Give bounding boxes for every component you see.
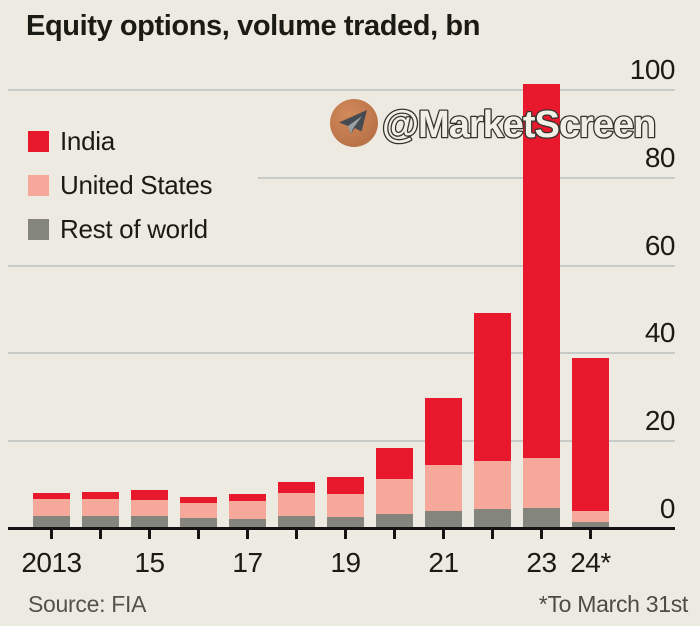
bar-2019 <box>327 477 364 529</box>
x-axis-tick-2015 <box>148 530 151 539</box>
gridline-100 <box>8 89 675 91</box>
x-axis-tick-2017 <box>246 530 249 539</box>
y-axis-label-60: 60 <box>644 229 676 261</box>
bar-2023-segment-india <box>523 84 560 458</box>
bar-2017 <box>229 494 266 529</box>
bar-2013-segment-united-states <box>33 499 70 516</box>
footnote-text: *To March 31st <box>538 591 689 617</box>
x-axis-label-2021: 21 <box>428 547 459 578</box>
bar-2021-segment-rest-of-world <box>425 511 462 529</box>
x-axis-tick-2022 <box>491 530 494 539</box>
x-axis-tick-2013 <box>50 530 53 539</box>
watermark-text: @MarketScreen <box>382 104 655 146</box>
watermark: @MarketScreen <box>330 99 658 147</box>
bar-2024 <box>572 358 609 529</box>
x-axis-label-2017: 17 <box>232 547 263 578</box>
bar-2019-segment-united-states <box>327 494 364 517</box>
bar-2017-segment-india <box>229 494 266 501</box>
telegram-icon <box>330 99 378 147</box>
bar-2024-segment-rest-of-world <box>572 522 609 529</box>
united-states-swatch-icon <box>28 174 49 196</box>
bar-2022 <box>474 313 511 529</box>
bar-2015-segment-united-states <box>131 500 168 516</box>
india-swatch-icon <box>28 130 49 152</box>
bar-2020-segment-united-states <box>376 479 413 514</box>
bar-2022-segment-rest-of-world <box>474 509 511 529</box>
y-axis-label-0: 0 <box>659 493 676 524</box>
bar-2021-segment-united-states <box>425 465 462 511</box>
legend-label-india: India <box>60 125 115 156</box>
x-axis-tick-2014 <box>99 530 102 539</box>
x-axis-tick-2019 <box>344 530 347 539</box>
x-axis-tick-2020 <box>393 530 396 539</box>
legend-label-rest-of-world: Rest of world <box>60 213 208 244</box>
bar-2023-segment-rest-of-world <box>523 508 560 529</box>
x-axis-tick-2021 <box>442 530 445 539</box>
chart-title: Equity options, volume traded, bn <box>26 10 481 42</box>
bar-2022-segment-india <box>474 313 511 461</box>
legend-label-united-states: United States <box>60 169 213 200</box>
source-text: Source: FIA <box>28 591 147 617</box>
bar-2018-segment-rest-of-world <box>278 516 315 529</box>
x-axis-tick-2024 <box>589 530 592 539</box>
x-axis-label-2023: 23 <box>526 547 557 578</box>
bar-2024-segment-united-states <box>572 511 609 522</box>
bar-2016 <box>180 497 217 529</box>
bar-2023-segment-united-states <box>523 458 560 508</box>
x-axis-label-2024: 24* <box>570 547 611 578</box>
bar-2014-segment-india <box>82 492 119 499</box>
x-axis-label-2015: 15 <box>134 547 165 578</box>
bar-2014-segment-rest-of-world <box>82 516 119 529</box>
x-axis-tick-2016 <box>197 530 200 539</box>
bar-2013 <box>33 493 70 529</box>
rest-of-world-swatch-icon <box>28 218 49 240</box>
bar-2013-segment-india <box>33 493 70 499</box>
bar-2022-segment-united-states <box>474 461 511 509</box>
legend: India United States Rest of world <box>28 119 213 251</box>
legend-item-united-states: United States <box>28 163 213 207</box>
x-axis-label-2013: 2013 <box>21 547 82 578</box>
legend-item-india: India <box>28 119 212 163</box>
bar-2023 <box>523 84 560 529</box>
gridline-80 <box>258 176 675 179</box>
bar-2024-segment-india <box>572 358 609 511</box>
bar-2020 <box>376 448 413 529</box>
x-axis-line <box>8 527 675 530</box>
y-axis-label-100: 100 <box>629 54 676 85</box>
bar-2016-segment-united-states <box>180 503 217 518</box>
bar-2015-segment-india <box>131 490 168 500</box>
bar-2016-segment-india <box>180 497 217 503</box>
bar-2015 <box>131 490 168 529</box>
bar-2015-segment-rest-of-world <box>131 516 168 529</box>
bar-2016-segment-rest-of-world <box>180 518 217 529</box>
bar-2014 <box>82 492 119 529</box>
bar-2018-segment-india <box>278 482 315 493</box>
bar-2017-segment-rest-of-world <box>229 519 266 529</box>
bar-2018 <box>278 482 315 529</box>
y-axis-label-80: 80 <box>644 141 676 173</box>
x-axis-tick-2018 <box>295 530 298 539</box>
bar-2014-segment-united-states <box>82 499 119 516</box>
x-axis-label-2019: 19 <box>330 547 361 578</box>
x-axis-tick-2023 <box>540 530 543 539</box>
bar-2021-segment-india <box>425 398 462 465</box>
gridline-60 <box>8 264 675 267</box>
y-axis-label-40: 40 <box>644 317 676 349</box>
bar-2020-segment-rest-of-world <box>376 514 413 529</box>
bar-2017-segment-united-states <box>229 501 266 519</box>
bar-2019-segment-india <box>327 477 364 494</box>
gridline-20 <box>8 440 675 443</box>
bar-2020-segment-india <box>376 448 413 479</box>
y-axis-label-20: 20 <box>644 405 676 437</box>
legend-item-rest-of-world: Rest of world <box>28 207 212 251</box>
bar-2018-segment-united-states <box>278 493 315 516</box>
bar-2019-segment-rest-of-world <box>327 517 364 529</box>
bar-2013-segment-rest-of-world <box>33 516 70 529</box>
gridline-40 <box>8 352 675 355</box>
bar-2021 <box>425 398 462 529</box>
